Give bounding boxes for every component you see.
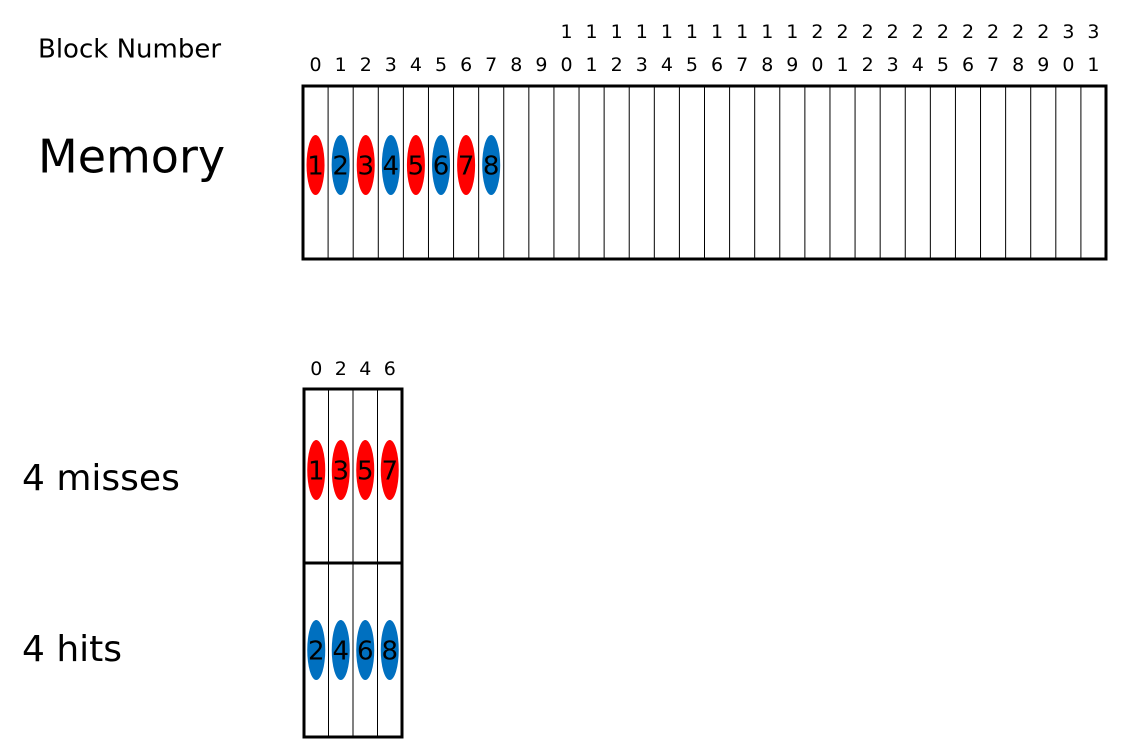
memory-box <box>301 84 1108 261</box>
block-item-label: 1 <box>307 152 324 182</box>
block-item <box>331 135 350 195</box>
block-item-label: 6 <box>433 152 450 182</box>
block-item-label: 4 <box>383 152 400 182</box>
block-item <box>457 135 476 195</box>
block-item-label: 2 <box>308 637 325 667</box>
block-number: 4 <box>410 54 422 76</box>
block-item <box>307 620 326 680</box>
block-item <box>381 135 400 195</box>
block-item <box>331 620 350 680</box>
block-number: 6 <box>384 358 396 380</box>
block-item <box>380 620 399 680</box>
block-item <box>306 135 325 195</box>
block-item-label: 7 <box>381 457 398 487</box>
block-number: 4 <box>359 358 371 380</box>
misses-label: 4 misses <box>22 458 180 499</box>
memory-label: Memory <box>38 130 225 184</box>
block-number: 0 <box>310 54 322 76</box>
block-item <box>406 135 425 195</box>
block-number: 5 <box>435 54 447 76</box>
block-number: 7 <box>485 54 497 76</box>
block-item <box>331 440 350 500</box>
cache-box <box>302 561 404 739</box>
block-item-label: 5 <box>408 152 425 182</box>
block-item-label: 2 <box>332 152 349 182</box>
block-number: 2 <box>360 54 372 76</box>
block-number: 9 <box>535 54 547 76</box>
block-number: 6 <box>460 54 472 76</box>
block-item-label: 7 <box>458 152 475 182</box>
block-item-label: 8 <box>483 152 500 182</box>
block-number-label: Block Number <box>38 35 221 65</box>
block-item <box>356 135 375 195</box>
block-number: 2 <box>335 358 347 380</box>
block-item-label: 3 <box>357 152 374 182</box>
block-item <box>356 620 375 680</box>
block-number: 8 <box>510 54 522 76</box>
block-item-label: 1 <box>308 457 325 487</box>
block-item-label: 8 <box>381 637 398 667</box>
block-item-label: 6 <box>357 637 374 667</box>
block-number: 3 <box>385 54 397 76</box>
block-item <box>380 440 399 500</box>
block-number: 0 <box>310 358 322 380</box>
block-item <box>482 135 501 195</box>
block-item <box>356 440 375 500</box>
hits-label: 4 hits <box>22 629 122 670</box>
block-number: 1 <box>335 54 347 76</box>
block-item <box>432 135 451 195</box>
block-item <box>307 440 326 500</box>
block-item-label: 4 <box>332 637 349 667</box>
block-item-label: 3 <box>332 457 349 487</box>
block-item-label: 5 <box>357 457 374 487</box>
